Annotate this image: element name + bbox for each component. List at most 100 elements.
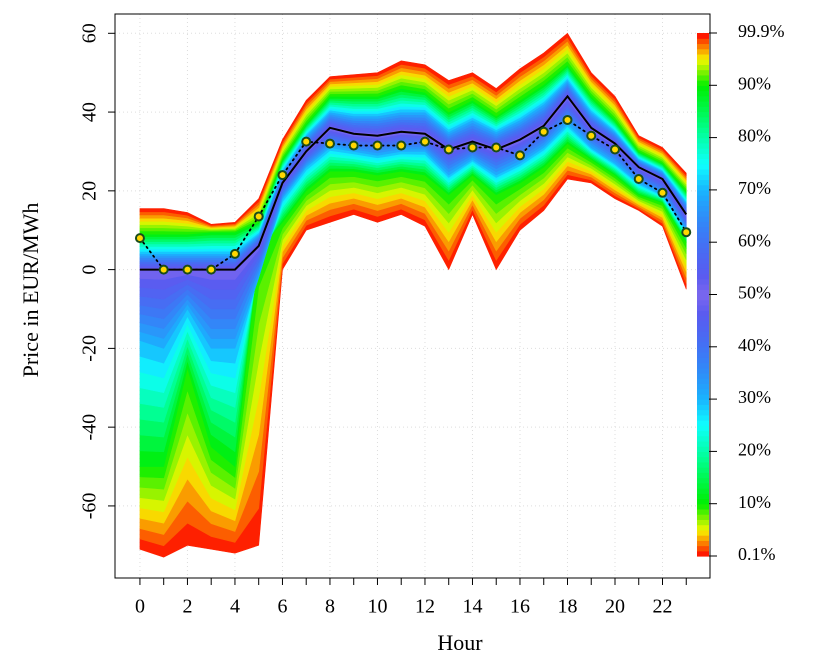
- x-axis-label: Hour: [437, 630, 483, 655]
- colorbar-segment: [697, 111, 709, 118]
- colorbar-segment: [697, 226, 709, 233]
- y-tick-label: 0: [79, 265, 101, 275]
- y-tick-label: -20: [79, 335, 101, 362]
- colorbar-segment: [697, 48, 709, 55]
- median-line: [139, 94, 688, 271]
- colorbar-segment: [697, 284, 709, 290]
- actual-point: [514, 150, 525, 161]
- x-tick-label: 22: [652, 596, 672, 618]
- colorbar-label: 70%: [738, 178, 771, 198]
- colorbar-segment: [697, 289, 709, 296]
- colorbar-segment: [697, 367, 709, 374]
- colorbar-segment: [697, 524, 709, 531]
- actual-point: [372, 140, 383, 151]
- colorbar-segment: [697, 257, 709, 264]
- colorbar-segment: [697, 372, 709, 379]
- colorbar-segment: [697, 236, 709, 243]
- x-tick-label: 16: [510, 596, 530, 618]
- colorbar-segment: [697, 477, 709, 484]
- colorbar-segment: [697, 461, 709, 468]
- colorbar-segment: [697, 195, 709, 201]
- x-tick-label: 8: [325, 596, 335, 618]
- actual-point: [158, 264, 169, 275]
- actual-point: [396, 140, 407, 151]
- y-tick-label: 60: [79, 23, 101, 43]
- colorbar-segment: [697, 346, 709, 353]
- x-tick-label: 4: [230, 596, 240, 618]
- x-tick-label: 10: [367, 596, 387, 618]
- colorbar-segment: [697, 90, 709, 97]
- colorbar-segment: [697, 33, 709, 39]
- colorbar-label: 90%: [738, 73, 771, 93]
- colorbar-segment: [697, 435, 709, 442]
- actual-point: [538, 126, 549, 137]
- y-tick-label: -40: [79, 414, 101, 441]
- y-tick-label: -60: [79, 493, 101, 520]
- x-tick-label: 2: [182, 596, 192, 618]
- colorbar-segment: [697, 336, 709, 343]
- colorbar-segment: [697, 304, 709, 311]
- colorbar-segment: [697, 43, 709, 50]
- actual-point: [467, 142, 478, 153]
- actual-point: [277, 170, 288, 181]
- colorbar-segment: [697, 210, 709, 217]
- actual-point: [609, 144, 620, 155]
- colorbar-segment: [697, 420, 709, 426]
- colorbar-segment: [697, 231, 709, 238]
- colorbar-segment: [697, 273, 709, 280]
- actual-point: [324, 138, 335, 149]
- plot-frame: [114, 13, 711, 579]
- colorbar-segment: [697, 325, 709, 332]
- colorbar-segment: [697, 200, 709, 207]
- colorbar-segment: [697, 59, 709, 65]
- x-tick-label: 18: [557, 596, 577, 618]
- y-axis-label: Price in EUR/MWh: [18, 203, 43, 378]
- colorbar-segment: [697, 414, 709, 421]
- colorbar-segment: [697, 127, 709, 133]
- colorbar-segment: [697, 451, 709, 458]
- x-tick-label: 12: [415, 596, 435, 618]
- colorbar-label: 60%: [738, 230, 771, 250]
- colorbar-segment: [697, 174, 709, 181]
- colorbar-segment: [697, 247, 709, 254]
- colorbar-segment: [697, 242, 709, 249]
- colorbar-segment: [697, 488, 709, 494]
- colorbar-segment: [697, 320, 709, 327]
- colorbar-segment: [697, 456, 709, 463]
- colorbar-segment: [697, 263, 709, 269]
- actual-point: [419, 136, 430, 147]
- actual-point: [348, 140, 359, 151]
- colorbar-segment: [697, 498, 709, 505]
- colorbar-segment: [697, 545, 709, 552]
- fan-band: [139, 32, 687, 226]
- colorbar-segment: [697, 216, 709, 222]
- colorbar-segment: [697, 142, 709, 149]
- colorbar-segment: [697, 315, 709, 322]
- colorbar-segment: [697, 310, 709, 317]
- colorbar-segment: [697, 540, 709, 547]
- colorbar-segment: [697, 550, 709, 557]
- colorbar-label: 0.1%: [738, 544, 776, 564]
- colorbar-segment: [697, 378, 709, 385]
- y-tick-label: 20: [79, 181, 101, 201]
- colorbar-segment: [697, 95, 709, 102]
- colorbar-segment: [697, 472, 709, 479]
- x-tick-label: 6: [277, 596, 287, 618]
- colorbar-segment: [697, 503, 709, 510]
- actual-point: [681, 227, 692, 238]
- y-tick-label: 40: [79, 102, 101, 122]
- colorbar-segment: [697, 440, 709, 447]
- colorbar-segment: [697, 80, 709, 86]
- actual-point: [633, 174, 644, 185]
- actual-point: [253, 211, 264, 222]
- colorbar-segment: [697, 121, 709, 128]
- colorbar-segment: [697, 205, 709, 212]
- colorbar-segment: [697, 514, 709, 520]
- colorbar-segment: [697, 383, 709, 390]
- actual-point: [443, 144, 454, 155]
- colorbar-segment: [697, 357, 709, 364]
- colorbar-segment: [697, 409, 709, 416]
- colorbar-segment: [697, 184, 709, 191]
- colorbar-label: 99.9%: [738, 21, 785, 41]
